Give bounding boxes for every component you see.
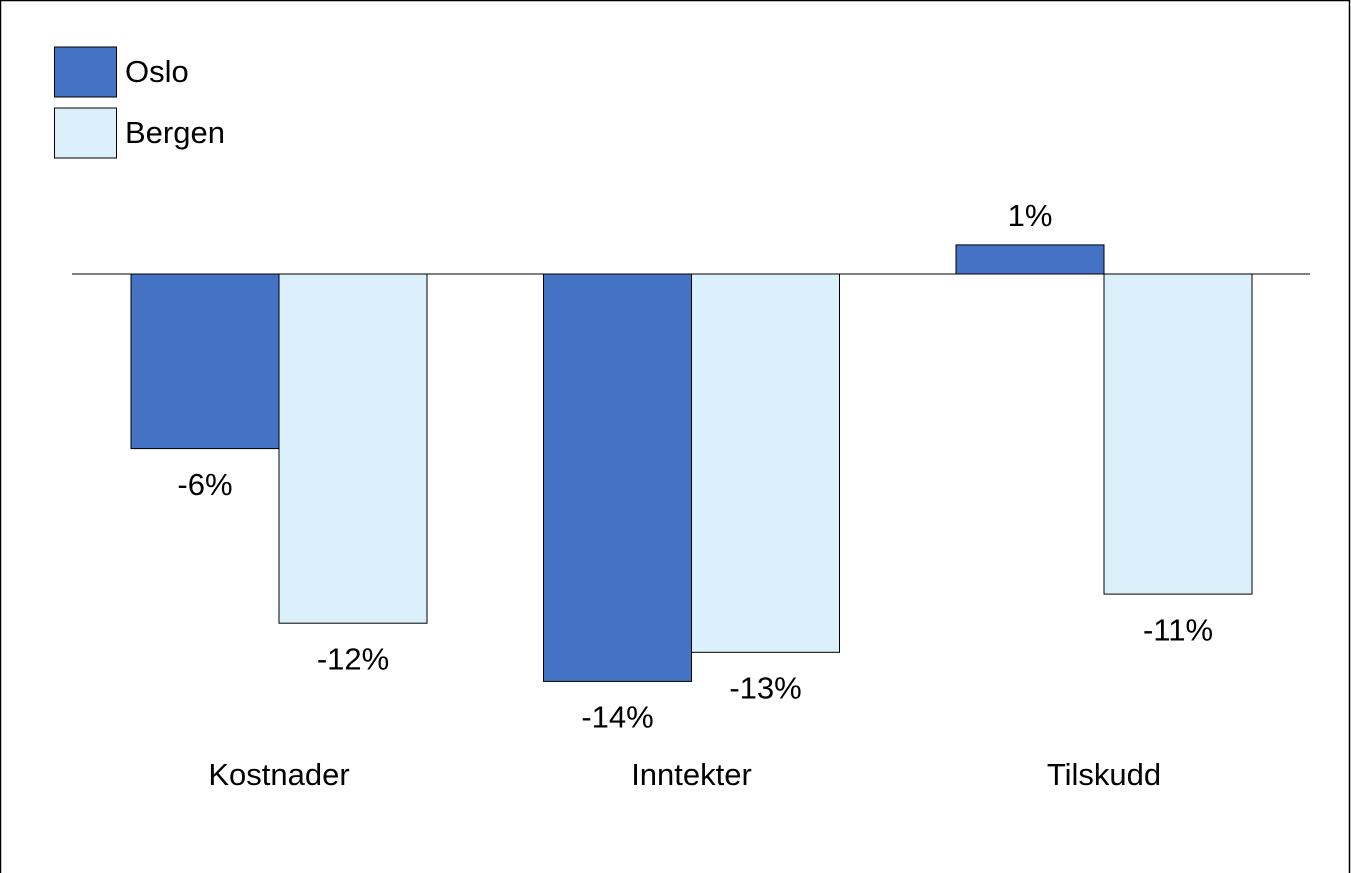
bar bbox=[130, 273, 280, 450]
x-tick-label: Kostnader bbox=[208, 757, 349, 792]
bar bbox=[543, 273, 692, 682]
bar bbox=[278, 273, 428, 624]
legend-swatch bbox=[54, 107, 117, 159]
bar bbox=[1103, 273, 1253, 595]
legend-label: Oslo bbox=[125, 54, 189, 89]
value-label: -6% bbox=[177, 467, 232, 502]
x-tick-label: Tilskudd bbox=[1047, 757, 1161, 792]
value-label: -13% bbox=[729, 670, 801, 705]
x-tick-label: Inntekter bbox=[631, 757, 752, 792]
legend-swatch bbox=[54, 46, 117, 98]
bar bbox=[955, 244, 1105, 275]
value-label: -12% bbox=[317, 641, 389, 676]
legend-label: Bergen bbox=[125, 115, 225, 150]
value-label: 1% bbox=[1008, 198, 1053, 233]
value-label: -11% bbox=[1143, 612, 1213, 647]
value-label: -14% bbox=[581, 700, 653, 735]
bar bbox=[691, 273, 840, 653]
